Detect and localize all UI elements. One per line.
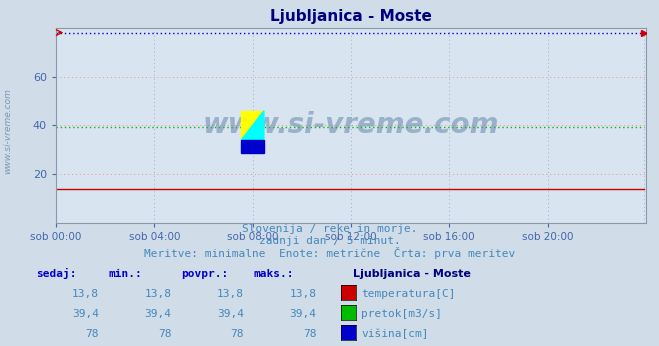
Text: 39,4: 39,4 — [144, 309, 171, 319]
Title: Ljubljanica - Moste: Ljubljanica - Moste — [270, 9, 432, 24]
Text: 39,4: 39,4 — [217, 309, 244, 319]
Text: zadnji dan / 5 minut.: zadnji dan / 5 minut. — [258, 236, 401, 246]
Text: 78: 78 — [86, 329, 99, 339]
Text: 13,8: 13,8 — [144, 289, 171, 299]
Polygon shape — [241, 111, 264, 140]
Text: Meritve: minimalne  Enote: metrične  Črta: prva meritev: Meritve: minimalne Enote: metrične Črta:… — [144, 247, 515, 259]
Polygon shape — [241, 111, 264, 140]
Text: temperatura[C]: temperatura[C] — [361, 289, 455, 299]
Text: Slovenija / reke in morje.: Slovenija / reke in morje. — [242, 224, 417, 234]
Bar — [241, 140, 264, 153]
Text: 78: 78 — [303, 329, 316, 339]
Text: Ljubljanica - Moste: Ljubljanica - Moste — [353, 269, 471, 279]
Text: www.si-vreme.com: www.si-vreme.com — [203, 111, 499, 139]
Text: 78: 78 — [158, 329, 171, 339]
Text: 13,8: 13,8 — [72, 289, 99, 299]
Text: višina[cm]: višina[cm] — [361, 329, 428, 339]
Text: 13,8: 13,8 — [289, 289, 316, 299]
Text: www.si-vreme.com: www.si-vreme.com — [3, 89, 13, 174]
Text: sedaj:: sedaj: — [36, 268, 76, 279]
Text: 39,4: 39,4 — [289, 309, 316, 319]
Text: min.:: min.: — [109, 269, 142, 279]
Text: 39,4: 39,4 — [72, 309, 99, 319]
Text: 78: 78 — [231, 329, 244, 339]
Text: povpr.:: povpr.: — [181, 269, 229, 279]
Text: 13,8: 13,8 — [217, 289, 244, 299]
Text: maks.:: maks.: — [254, 269, 294, 279]
Text: pretok[m3/s]: pretok[m3/s] — [361, 309, 442, 319]
